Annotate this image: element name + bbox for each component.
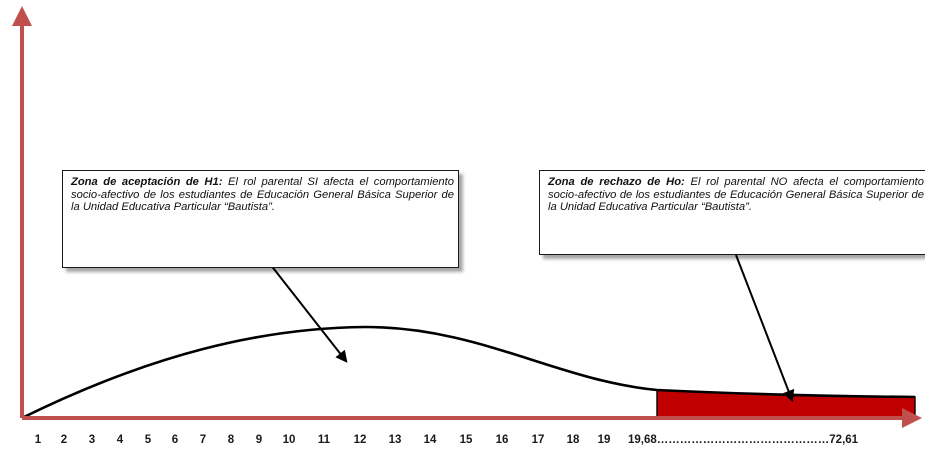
x-tick-label: 10	[283, 434, 296, 446]
x-tick-label: 18	[567, 434, 580, 446]
x-tick-label: 8	[228, 434, 235, 446]
x-tick-label: 3	[89, 434, 95, 446]
x-axis-tick-labels: 1 2 3 4 5 6 7 8 9 10 11 12 13 14 15 16 17 18 19	[35, 434, 611, 446]
x-tick-label: 17	[532, 434, 545, 446]
x-tick-label: 5	[145, 434, 152, 446]
acceptance-zone-text: El rol parental SI afecta el comportamie…	[71, 176, 454, 214]
x-tick-label: 2	[61, 434, 67, 446]
x-tick-label: 16	[496, 434, 509, 446]
x-tick-label: 19	[598, 434, 611, 446]
x-tick-label: 11	[318, 434, 331, 446]
x-tick-label: 13	[389, 434, 402, 446]
x-tick-label: 7	[200, 434, 206, 446]
distribution-curve	[21, 325, 916, 420]
x-tick-label: 9	[256, 434, 262, 446]
acceptance-pointer-arrow	[262, 254, 348, 363]
rejection-pointer-arrow	[735, 254, 795, 403]
x-tick-label: 14	[424, 434, 437, 446]
x-tick-label: 15	[460, 434, 473, 446]
x-tick-label: 1	[35, 434, 42, 446]
rejection-zone-callout: Zona de rechazo de Ho: El rol parental N…	[539, 170, 925, 255]
acceptance-zone-heading: Zona de aceptación de H1:	[71, 176, 223, 188]
critical-value-label: 19,68………………………………………72,61	[628, 434, 859, 446]
x-tick-label: 12	[354, 434, 367, 446]
rejection-zone-heading: Zona de rechazo de Ho:	[548, 176, 685, 188]
x-tick-label: 6	[172, 434, 178, 446]
x-tick-label: 4	[117, 434, 124, 446]
acceptance-zone-callout: Zona de aceptación de H1: El rol parenta…	[62, 170, 459, 268]
rejection-zone-text: El rol parental NO afecta el comportamie…	[548, 176, 925, 214]
